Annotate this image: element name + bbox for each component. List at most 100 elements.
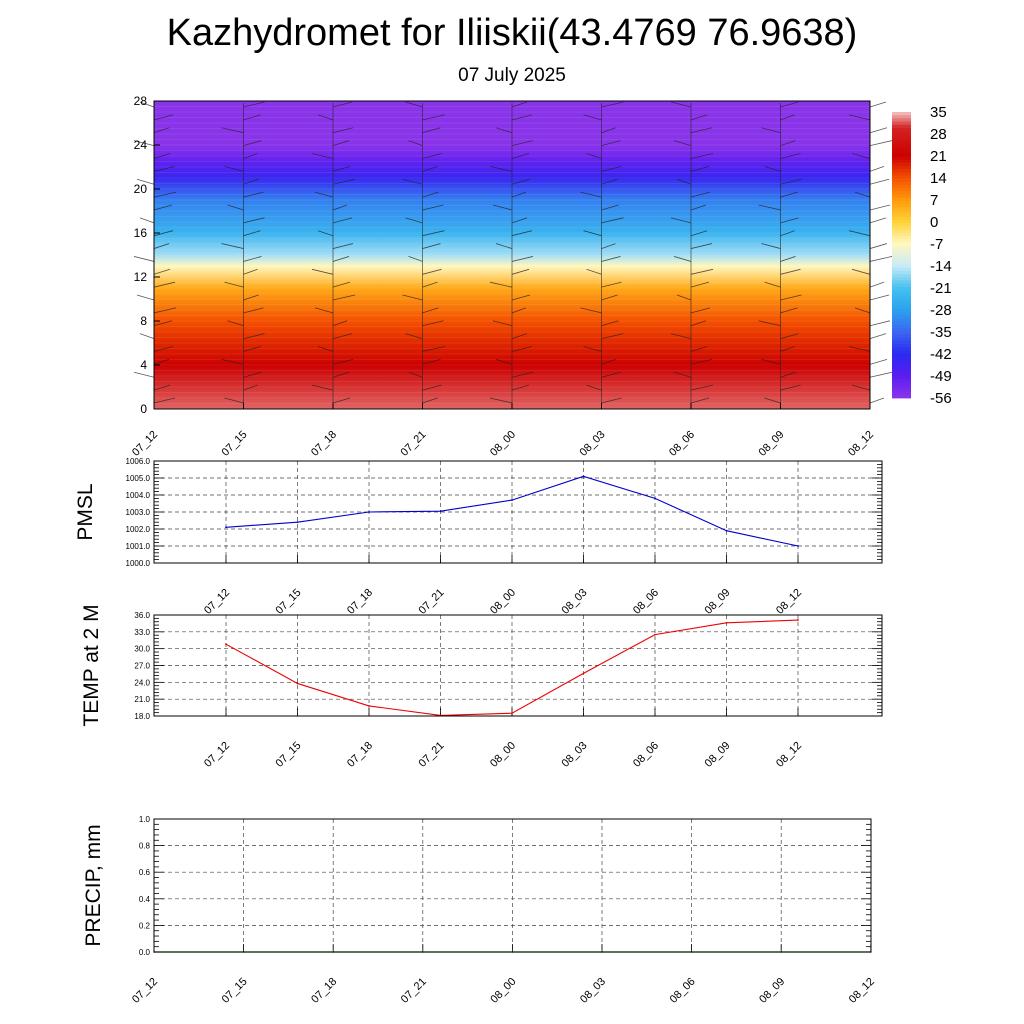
x-tick-label: 08_09 — [703, 587, 733, 617]
wind-barb — [764, 165, 781, 172]
wind-barb — [601, 127, 616, 134]
x-tick-label: 07_18 — [309, 429, 339, 459]
wind-barb — [601, 217, 624, 224]
wind-barb — [511, 384, 530, 391]
colorbar-segment — [892, 321, 911, 326]
wind-barb — [676, 178, 692, 185]
wind-barb — [869, 281, 885, 288]
colorbar-segment — [892, 375, 911, 380]
wind-barb — [673, 140, 692, 146]
wind-barb — [492, 204, 513, 211]
colorbar-label: -35 — [930, 324, 952, 341]
wind-barb — [690, 243, 713, 249]
colorbar-label: 7 — [930, 192, 938, 209]
colorbar-segment — [892, 172, 911, 176]
colorbar-segment — [892, 200, 911, 205]
wind-barb — [314, 191, 334, 198]
wind-barb — [311, 384, 334, 391]
wind-barb — [243, 114, 261, 121]
wind-barb — [869, 371, 893, 378]
x-tick-label: 07_21 — [399, 976, 429, 1006]
colorbar-segment — [892, 112, 911, 116]
y-tick-label: 0.0 — [139, 948, 151, 957]
colorbar-segment — [892, 134, 911, 138]
y-tick-label: 28 — [134, 94, 148, 108]
wind-barb — [869, 165, 885, 172]
data-point — [225, 643, 227, 646]
wind-barb — [869, 217, 887, 224]
colorbar-segment — [892, 255, 911, 259]
x-tick-label: 08_06 — [668, 976, 698, 1006]
wind-barb — [153, 281, 176, 288]
colorbar-segment — [892, 289, 911, 294]
colorbar-segment — [892, 283, 911, 288]
wind-barb — [780, 371, 796, 378]
wind-barb — [511, 140, 534, 146]
wind-barb — [690, 346, 708, 352]
colorbar-segment — [892, 191, 911, 196]
wind-barb — [851, 384, 871, 391]
wind-barb — [153, 165, 176, 172]
wind-barb — [511, 217, 528, 224]
wind-barb — [153, 153, 171, 159]
wind-barb — [422, 384, 442, 391]
wind-barb — [422, 359, 441, 365]
wind-barb — [243, 101, 265, 108]
colorbar-segment — [892, 150, 911, 154]
colorbar-segment — [892, 175, 911, 180]
wind-barb — [690, 307, 711, 314]
wind-barb — [243, 294, 259, 301]
colorbar-segment — [892, 232, 911, 237]
wind-barb — [221, 359, 244, 365]
y-tick-label: 24 — [134, 138, 148, 152]
wind-barb — [690, 114, 708, 121]
wind-barb — [780, 114, 795, 121]
colorbar-segment — [892, 223, 911, 227]
wind-barb — [780, 230, 795, 237]
colorbar-segment — [892, 137, 911, 141]
colorbar-segment — [892, 372, 911, 377]
y-tick-label: 0 — [140, 402, 147, 416]
wind-barb — [422, 307, 439, 314]
colorbar-segment — [892, 210, 911, 215]
wind-barb — [780, 217, 799, 224]
colorbar-segment — [892, 131, 911, 135]
colorbar-segment — [892, 382, 911, 386]
y-tick-label: 1000.0 — [126, 559, 151, 568]
y-tick-label: 1006.0 — [126, 457, 151, 466]
colorbar-segment — [892, 226, 911, 230]
wind-barb — [153, 397, 176, 404]
wind-barb — [317, 346, 334, 352]
colorbar-segment — [892, 302, 911, 307]
colorbar-segment — [892, 388, 911, 393]
colorbar-segment — [892, 207, 911, 211]
data-point — [368, 705, 370, 707]
colorbar-segment — [892, 185, 911, 189]
wind-barb — [243, 217, 265, 224]
wind-barb — [869, 359, 888, 365]
colorbar-segment — [892, 251, 911, 256]
wind-barb — [227, 320, 244, 327]
colorbar-segment — [892, 121, 911, 126]
colorbar: 35 28 21 14 7 0 -7 -14 -21 -28 -35 -42 -49 -56 — [892, 104, 952, 407]
wind-barb — [224, 397, 244, 404]
wind-barb — [332, 204, 348, 211]
data-point — [511, 712, 513, 715]
wind-barb — [405, 101, 423, 108]
wind-barb — [332, 243, 354, 249]
x-tick-label: 08_03 — [560, 740, 590, 770]
x-tick-label: 07_15 — [274, 740, 304, 770]
wind-barb — [690, 268, 714, 275]
x-tick-label: 08_00 — [488, 740, 518, 770]
colorbar-segment — [892, 293, 911, 297]
wind-barb — [422, 204, 444, 211]
colorbar-segment — [892, 391, 911, 396]
wind-barb — [869, 256, 893, 262]
wind-barb — [224, 281, 244, 288]
x-tick-label: 07_18 — [309, 976, 339, 1006]
wind-barb — [511, 307, 527, 314]
wind-barb — [690, 359, 713, 365]
y-tick-label: 0.4 — [139, 895, 151, 904]
x-tick-label: 08_03 — [578, 429, 608, 459]
y-axis-label: PRECIP, mm — [82, 824, 105, 946]
